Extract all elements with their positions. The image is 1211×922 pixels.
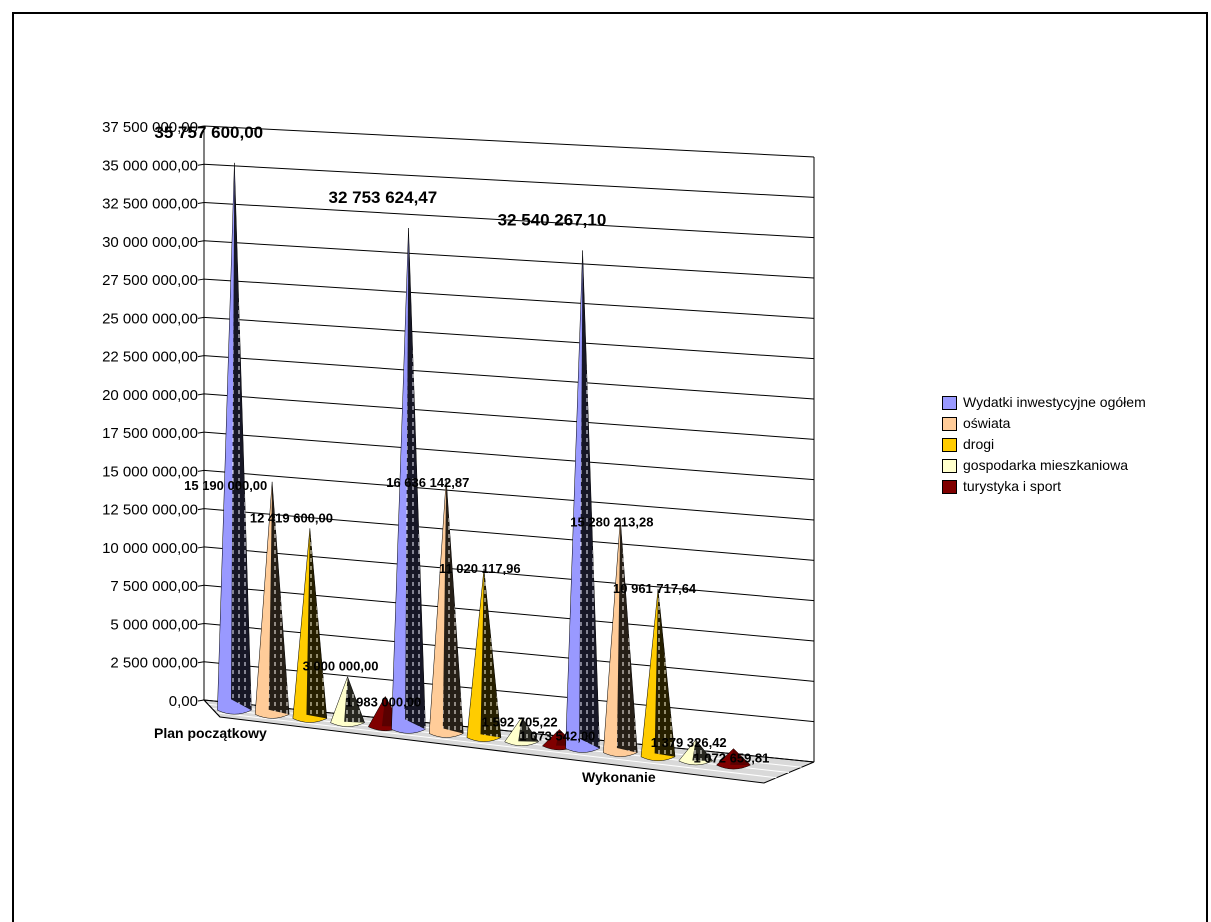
y-tick-label: 25 000 000,00 — [102, 310, 198, 327]
y-tick-label: 2 500 000,00 — [110, 655, 198, 672]
tick-mark — [198, 623, 204, 624]
y-tick-label: 7 500 000,00 — [110, 578, 198, 595]
data-label: 15 280 213,28 — [570, 515, 653, 530]
legend-label: Wydatki inwestycyjne ogółem — [963, 395, 1185, 410]
legend-item: gospodarka mieszkaniowa — [942, 458, 1192, 473]
tick-mark — [198, 547, 204, 548]
data-label: 16 636 142,87 — [386, 475, 469, 490]
gridline — [204, 279, 814, 318]
chart-frame: 0,00 2 500 000,00 5 000 000,00 7 500 000,00… — [12, 12, 1208, 922]
data-label: 10 961 717,64 — [613, 581, 697, 596]
cone-shade — [443, 479, 463, 734]
legend-swatch — [942, 459, 957, 473]
y-tick-label: 10 000 000,00 — [102, 540, 198, 557]
gridline — [204, 317, 814, 358]
y-tick-label: 0,00 — [169, 693, 198, 710]
legend: Wydatki inwestycyjne ogółem oświata drogi g… — [942, 395, 1192, 500]
y-tick-label: 32 500 000,00 — [102, 196, 198, 213]
legend-label: gospodarka mieszkaniowa — [963, 458, 1185, 473]
y-tick-label: 27 500 000,00 — [102, 272, 198, 289]
tick-mark — [198, 279, 204, 280]
gridline — [204, 356, 814, 399]
tick-mark — [198, 317, 204, 318]
data-label: 35 757 600,00 — [154, 123, 263, 142]
tick-mark — [198, 585, 204, 586]
legend-item: drogi — [942, 437, 1192, 452]
tick-mark — [198, 241, 204, 242]
tick-mark — [198, 356, 204, 357]
legend-item: oświata — [942, 416, 1192, 431]
legend-item: Wydatki inwestycyjne ogółem — [942, 395, 1192, 410]
tick-mark — [198, 394, 204, 395]
data-label: 1 072 659,81 — [693, 751, 769, 766]
legend-swatch — [942, 396, 957, 410]
data-label: 1 983 000,00 — [345, 694, 421, 709]
tick-mark — [198, 700, 204, 701]
gridline — [204, 164, 814, 197]
cone-shade — [655, 589, 675, 757]
tick-mark — [198, 470, 204, 471]
legend-swatch — [942, 417, 957, 431]
tick-mark — [198, 432, 204, 433]
cone-shade — [231, 163, 251, 710]
category-label: Plan początkowy — [154, 725, 267, 741]
cone-shade — [617, 519, 637, 753]
data-label: 15 190 000,00 — [184, 478, 267, 493]
y-tick-label: 22 500 000,00 — [102, 349, 198, 366]
gridline — [204, 432, 814, 480]
tick-mark — [198, 203, 204, 204]
data-label: 1 592 705,22 — [482, 714, 558, 729]
y-tick-label: 12 500 000,00 — [102, 502, 198, 519]
y-tick-label: 5 000 000,00 — [110, 616, 198, 633]
data-label: 11 020 117,96 — [439, 561, 521, 576]
cone-shade — [579, 250, 599, 748]
legend-swatch — [942, 438, 957, 452]
tick-mark — [198, 509, 204, 510]
y-tick-label: 17 500 000,00 — [102, 425, 198, 442]
y-tick-label: 35 000 000,00 — [102, 157, 198, 174]
data-label: 3 000 000,00 — [303, 659, 379, 674]
data-label: 12 419 600,00 — [250, 510, 333, 525]
tick-mark — [198, 662, 204, 663]
gridline — [204, 241, 814, 278]
category-label: Wykonanie — [582, 769, 656, 785]
data-label: 32 753 624,47 — [329, 188, 438, 207]
legend-label: turystyka i sport — [963, 479, 1185, 494]
legend-swatch — [942, 480, 957, 494]
y-tick-label: 30 000 000,00 — [102, 234, 198, 251]
cone-shade — [481, 569, 501, 738]
legend-label: drogi — [963, 437, 1185, 452]
gridline — [204, 394, 814, 439]
data-label: 32 540 267,10 — [498, 210, 607, 229]
data-label: 1 073 542,00 — [519, 728, 595, 743]
legend-item: turystyka i sport — [942, 479, 1192, 494]
y-tick-label: 20 000 000,00 — [102, 387, 198, 404]
gridline — [204, 126, 814, 157]
legend-label: oświata — [963, 416, 1185, 431]
data-label: 1 379 326,42 — [651, 735, 727, 750]
tick-mark — [198, 164, 204, 165]
